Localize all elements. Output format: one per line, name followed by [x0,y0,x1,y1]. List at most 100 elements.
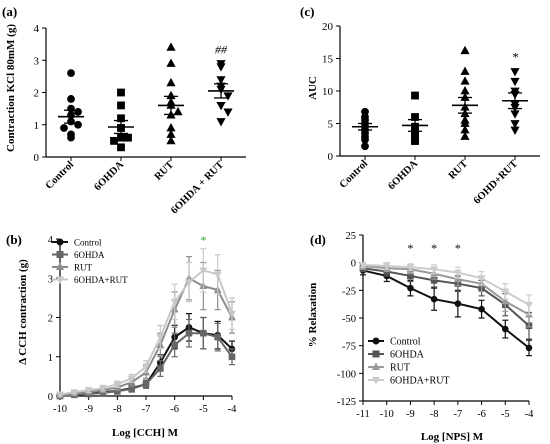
data-point [453,269,462,277]
data-point [477,275,486,283]
legend-label: RUT [390,363,410,374]
x-tick-label: -11 [356,409,370,420]
data-point [117,133,125,142]
data-point [127,375,136,383]
b-x-axis-title: Log [CCH] M [112,427,179,439]
y-tick-label: 0 [351,259,356,270]
data-point [460,131,470,140]
data-point [216,63,226,72]
panel-d-line: 25 0 -25 -50 -75 -100 -125-11 -10 -9 -8 -7 -6 -5 -4 Co… [337,231,534,420]
series-line [362,267,530,327]
x-tick-label: -8 [430,409,439,420]
x-tick-label: Control [338,158,370,190]
significance-marker: * [512,50,519,65]
x-tick-label: -7 [142,404,151,415]
data-point [525,301,533,309]
x-tick-label: -10 [380,409,394,420]
data-point [166,42,176,51]
data-point [382,263,391,271]
significance-marker: * [407,241,413,255]
data-point [110,136,118,145]
y-tick-label: 5 [328,119,334,131]
series-6ohda [56,316,236,400]
series-6ohda-rut [359,262,533,316]
data-point [124,133,132,142]
legend-label: RUT [74,263,93,273]
panel-b-line: 0 1 2 3 4 -10 -9 -8 -7 -6 -5 -4 Control 6OHDA RUT 6OHDA… [48,233,237,415]
data-point [99,385,107,393]
b-y-axis-title: Δ CCH contraction (g) [17,259,29,365]
data-point [430,295,438,303]
y-tick-label: 3 [34,55,40,67]
data-point [460,76,470,85]
data-point [70,389,79,397]
data-point [67,95,75,103]
y-tick-label: 4 [48,235,54,246]
y-tick-label: -125 [337,397,356,408]
y-tick-label: 15 [322,54,334,66]
x-tick-label: -6 [170,404,179,415]
series-line [362,264,530,316]
data-point [170,298,179,307]
data-point [185,279,193,287]
x-tick-label: Control [44,159,76,191]
panel-label-a: (a) [2,4,17,19]
data-point [117,88,125,97]
x-tick-label: RUT [153,159,176,182]
data-point [173,106,183,116]
data-point [460,45,470,55]
y-tick-label: 2 [48,314,53,325]
data-point [411,137,419,145]
series-6ohda-rut [56,248,236,399]
y-tick-label: 10 [322,86,334,98]
x-tick-label: -4 [228,404,237,415]
d-x-axis-title: Log [NPS] M [421,431,484,443]
data-point [361,135,369,144]
y-tick-label: 25 [346,231,357,242]
data-point [67,133,75,142]
data-point [216,118,226,127]
legend-marker [55,262,65,271]
data-point [407,284,414,292]
series-line [362,269,530,349]
data-point [510,68,520,77]
legend-label: Control [74,238,102,248]
significance-marker: * [431,241,437,255]
y-tick-label: -25 [342,286,356,297]
c-y-axis-title: AUC [307,76,319,100]
data-point [501,288,510,296]
y-tick-label: 4 [34,23,40,35]
data-point [166,58,176,67]
x-tick-label: -10 [53,404,67,415]
legend-marker [372,350,380,358]
legend-marker [56,251,64,258]
panel-label-d: (d) [310,232,326,247]
data-point [56,391,64,399]
x-tick-label: -9 [84,404,93,415]
data-point [501,325,509,333]
y-tick-label: 2 [34,88,40,100]
y-tick-label: -100 [337,369,356,380]
series-line [362,263,530,306]
legend-marker [371,376,381,385]
data-point [216,102,226,111]
legend-marker [56,238,64,246]
data-point [156,334,165,342]
data-point [142,363,150,371]
data-point [142,380,150,388]
y-tick-label: -75 [342,342,356,353]
data-point [359,262,367,270]
data-point [74,120,82,129]
data-point [171,341,178,349]
x-tick-label: -7 [453,409,462,420]
data-point [406,264,415,272]
data-point [478,305,485,313]
a-y-axis-title: Contraction KCl 80mM (g) [5,24,17,152]
data-point [361,142,369,151]
data-point [216,76,226,85]
panel-c-scatter: 0 5 10 15 20 Control 6OHDA RUT 6OHD+RUT * [322,21,540,207]
data-point [200,329,207,337]
legend-marker [371,362,381,371]
